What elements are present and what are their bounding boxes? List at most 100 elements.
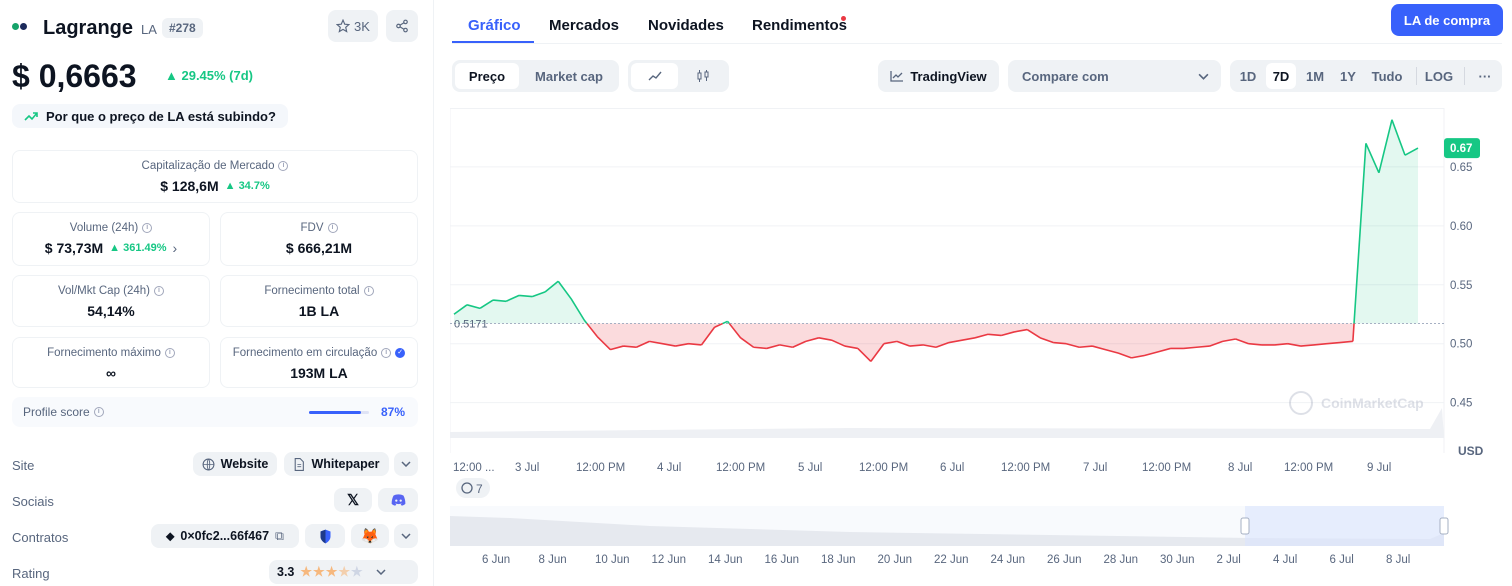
log-scale-toggle[interactable]: LOG (1424, 68, 1454, 84)
x-tick-label: 12:00 PM (576, 462, 625, 474)
watchlist-button[interactable]: 3K (328, 10, 378, 42)
price-marketcap-toggle: Preço Market cap (452, 60, 619, 92)
max-supply-value: ∞ (106, 365, 116, 381)
info-icon[interactable]: i (363, 286, 374, 296)
profile-score-value: 87% (381, 405, 406, 419)
info-icon[interactable]: i (93, 407, 104, 417)
line-chart-toggle[interactable] (631, 63, 678, 89)
above-baseline-fill (454, 119, 1418, 324)
range-7d[interactable]: 7D (1266, 63, 1296, 89)
verified-icon: ✓ (395, 348, 406, 358)
security-audit-button[interactable] (305, 524, 345, 548)
x-tick-label: 9 Jul (1367, 462, 1391, 474)
compare-label: Compare com (1022, 68, 1109, 84)
chevron-down-icon (401, 533, 411, 539)
range-all[interactable]: Tudo (1371, 68, 1403, 84)
tab-yields[interactable]: Rendimentos (752, 17, 848, 34)
market-cap-toggle[interactable]: Market cap (535, 68, 603, 84)
tab-chart[interactable]: Gráfico (468, 17, 521, 34)
range-1d[interactable]: 1D (1239, 68, 1257, 84)
profile-score[interactable]: Profile score i 87% (12, 397, 418, 427)
discord-button[interactable] (378, 488, 418, 512)
x-logo-icon: 𝕏 (346, 492, 360, 509)
volume-value: $ 73,73M (44, 240, 104, 256)
info-icon[interactable]: i (327, 223, 338, 233)
price-line-up (453, 119, 1419, 325)
website-button[interactable]: Website (193, 452, 277, 476)
info-icon[interactable]: i (154, 286, 165, 296)
document-icon (295, 457, 305, 471)
why-rising-link[interactable]: Por que o preço de LA está subindo? (12, 104, 288, 128)
range-1m[interactable]: 1M (1305, 68, 1325, 84)
y-tick-label: 0.65 (1450, 162, 1472, 174)
coin-price: $ 0,6663 (12, 58, 137, 94)
price-chart[interactable]: 0.5171 0.65 0.60 0.55 0.50 0.45 0.67 USD Coi… (450, 108, 1510, 586)
star-icon: ★ (300, 564, 314, 579)
rating-button[interactable]: 3.3 ★★★★★ (269, 560, 418, 584)
fdv-card: FDV i $ 666,21M (220, 212, 418, 266)
market-cap-value: $ 128,6M (160, 178, 219, 194)
y-axis: 0.65 0.60 0.55 0.50 0.45 (1450, 162, 1472, 410)
ethereum-icon: ⬥ (166, 528, 175, 543)
x-tick-label: 12:00 PM (1284, 462, 1333, 474)
star-icon (336, 19, 351, 33)
buy-button[interactable]: LA de compra (1391, 4, 1503, 36)
x-twitter-button[interactable]: 𝕏 (334, 488, 372, 512)
y-tick-label: 0.60 (1450, 221, 1472, 233)
contract-address-button[interactable]: ⬥ 0×0fc2...66f467 ⧉ (151, 524, 299, 548)
info-icon[interactable]: i (142, 223, 153, 233)
total-supply-card: Fornecimento total i 1B LA (220, 275, 418, 327)
total-supply-value: 1B LA (298, 303, 340, 319)
market-cap-change: ▲ 34.7% (224, 180, 270, 192)
more-contracts-chevron[interactable] (394, 524, 418, 548)
volume-card[interactable]: Volume (24h) i $ 73,73M ▲ 361.49% › (12, 212, 210, 266)
info-icon[interactable]: i (381, 348, 392, 358)
x-tick-label: 3 Jul (515, 462, 539, 474)
tab-news[interactable]: Novidades (648, 17, 724, 34)
max-supply-card: Fornecimento máximo i ∞ (12, 337, 210, 388)
whitepaper-button[interactable]: Whitepaper (284, 452, 389, 476)
chevron-down-icon (376, 569, 386, 575)
below-baseline-fill (586, 323, 1355, 362)
star-icon: ★ (338, 564, 352, 579)
share-button[interactable] (386, 10, 418, 42)
info-icon[interactable]: i (164, 348, 175, 358)
circulating-supply-value: 193M LA (290, 365, 348, 381)
more-links-chevron[interactable] (394, 452, 418, 476)
events-badge[interactable]: 7 (456, 478, 490, 498)
socials-row: Sociais 𝕏 (12, 488, 418, 514)
x-tick-label: 12:00 PM (716, 462, 765, 474)
copy-icon[interactable]: ⧉ (275, 528, 284, 543)
website-label: Website (220, 457, 269, 471)
navigator-tick-label: 18 Jun (821, 554, 856, 566)
metamask-button[interactable]: 🦊 (351, 524, 389, 548)
candlestick-toggle[interactable] (680, 63, 726, 89)
x-tick-label: 5 Jul (798, 462, 822, 474)
navigator-handle-left[interactable] (1240, 517, 1250, 535)
circulating-supply-card: Fornecimento em circulação i ✓ 193M LA (220, 337, 418, 388)
x-tick-label: 8 Jul (1228, 462, 1252, 474)
range-1y[interactable]: 1Y (1340, 68, 1356, 84)
current-price-label: 0.67 (1450, 143, 1472, 155)
range-navigator[interactable] (450, 506, 1449, 546)
price-line-down (586, 322, 1355, 362)
chevron-down-icon (1198, 73, 1209, 80)
navigator-tick-label: 14 Jun (708, 554, 743, 566)
chevron-down-icon (401, 461, 411, 467)
tradingview-button[interactable]: TradingView (878, 60, 999, 92)
more-options-button[interactable]: ··· (1478, 68, 1492, 84)
navigator-tick-label: 16 Jun (765, 554, 800, 566)
navigator-selection (1245, 506, 1444, 546)
info-icon[interactable]: i (278, 161, 289, 171)
price-change-value: 29.45% (7d) (181, 68, 254, 83)
price-toggle[interactable]: Preço (455, 63, 519, 89)
candlestick-icon (697, 70, 709, 82)
x-tick-label: 7 Jul (1083, 462, 1107, 474)
volume-change: ▲ 361.49% (109, 242, 167, 254)
compare-select[interactable]: Compare com (1008, 60, 1221, 92)
coin-tabs: Gráfico Mercados Novidades Rendimentos (452, 0, 1502, 44)
navigator-handle-right[interactable] (1439, 517, 1449, 535)
star-icon: ★ (351, 564, 364, 579)
tab-markets[interactable]: Mercados (549, 17, 620, 34)
y-tick-label: 0.55 (1450, 280, 1472, 292)
